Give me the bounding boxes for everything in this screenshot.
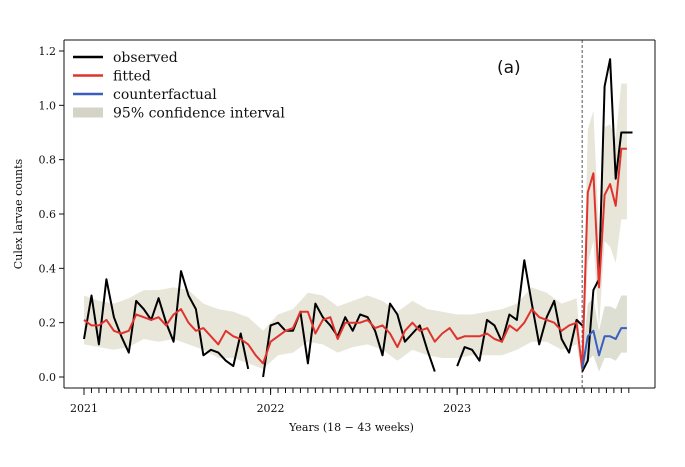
series-lines — [83, 58, 633, 378]
series-counterfactual-line — [581, 327, 627, 370]
ci-band-counterfactual — [582, 295, 627, 375]
y-tick-label: 0.4 — [39, 262, 57, 275]
legend-label: fitted — [113, 69, 151, 85]
x-tick-label: 2022 — [257, 402, 285, 415]
legend-swatch-band — [73, 107, 103, 118]
series-observed-segment-1 — [83, 270, 250, 370]
y-tick-label: 1.2 — [39, 45, 57, 58]
confidence-bands — [84, 83, 627, 375]
x-axis-title: Years (18 − 43 weeks) — [288, 421, 414, 434]
y-tick-label: 0.2 — [39, 317, 57, 330]
x-tick-label: 2021 — [70, 402, 98, 415]
x-tick-label: 2023 — [443, 402, 471, 415]
series-observed-segment-3 — [456, 259, 583, 367]
y-tick-label: 0.6 — [39, 208, 57, 221]
series-observed-segment-2 — [262, 302, 436, 378]
y-tick-label: 1.0 — [39, 99, 57, 112]
y-tick-label: 0.0 — [39, 371, 57, 384]
legend: observed fitted counterfactual 95% confiden… — [73, 50, 285, 122]
legend-label: observed — [113, 50, 178, 66]
ci-band-fitted — [84, 83, 627, 375]
series-fitted-line — [83, 147, 627, 370]
y-axis-title: Culex larvae counts — [12, 158, 25, 269]
panel-label: (a) — [497, 58, 521, 78]
axes: 0.0 0.2 0.4 0.6 0.8 1.0 1.2 2021 2022 2023 — [39, 39, 656, 415]
series-observed-segment-4 — [581, 58, 633, 373]
legend-label: 95% confidence interval — [113, 106, 285, 122]
y-tick-label: 0.8 — [39, 154, 57, 167]
legend-label: counterfactual — [113, 87, 217, 103]
